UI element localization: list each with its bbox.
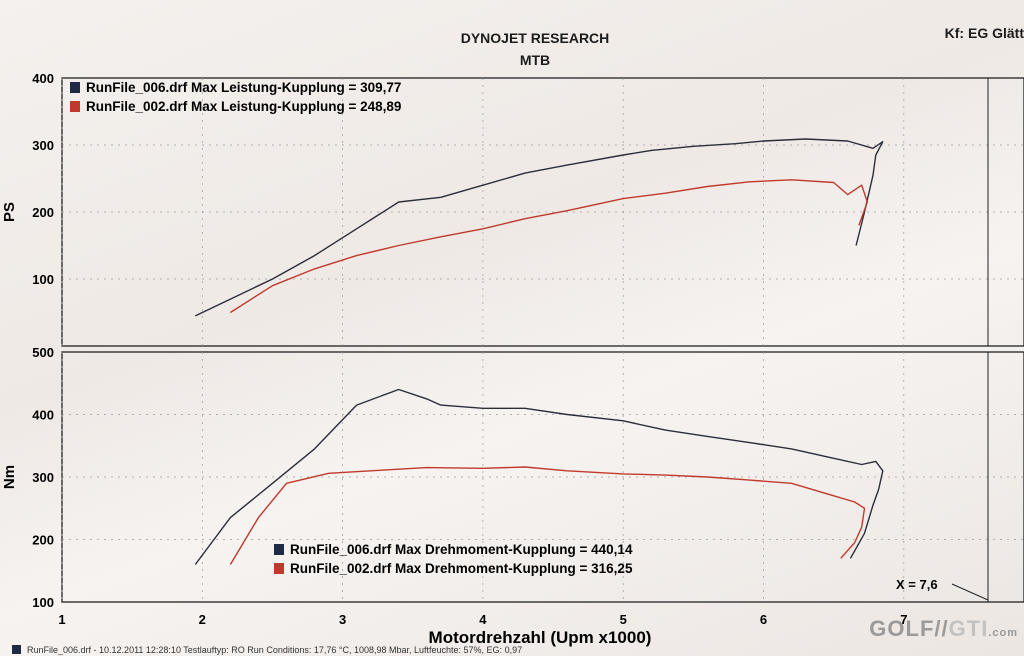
series-line-002 (230, 179, 868, 314)
series-line-002 (229, 466, 866, 565)
x-tick-label: 6 (760, 612, 767, 627)
legend-entry: RunFile_002.drf Max Drehmoment-Kupplung … (290, 561, 633, 576)
watermark-slash: // (934, 616, 949, 641)
y-tick-label: 100 (32, 595, 54, 610)
series-line-006 (194, 138, 884, 317)
legend-swatch (70, 82, 80, 93)
x-tick-label: 5 (620, 612, 627, 627)
legend-swatch (70, 101, 80, 112)
watermark-suffix: .com (988, 627, 1018, 639)
y-axis-label: Nm (1, 465, 18, 489)
series-line-006 (194, 388, 884, 565)
x-axis-label: Motordrehzahl (Upm x1000) (429, 628, 652, 647)
legend-entry: RunFile_002.drf Max Leistung-Kupplung = … (86, 99, 401, 114)
smoothing-info: Kf: EG Glätt (944, 25, 1024, 41)
chart-title: DYNOJET RESEARCH (460, 30, 610, 46)
legend-swatch (274, 544, 284, 555)
y-tick-label: 100 (32, 272, 54, 287)
legend-entry: RunFile_006.drf Max Leistung-Kupplung = … (86, 80, 401, 95)
watermark-logo: GOLF//GTI.com (869, 616, 1018, 642)
y-axis-label: PS (1, 202, 18, 222)
watermark-golf: GOLF (869, 616, 935, 641)
x-tick-label: 2 (199, 612, 206, 627)
plot-frame-1 (61, 77, 1024, 347)
y-tick-label: 300 (32, 470, 54, 485)
x-tick-label: 3 (339, 612, 346, 627)
y-tick-label: 400 (32, 71, 54, 86)
x-tick-label: 1 (58, 612, 65, 627)
chart-subtitle: MTB (519, 52, 551, 68)
y-tick-label: 200 (32, 205, 54, 220)
run-info-footer: RunFile_006.drf - 10.12.2011 12:28:10 Te… (12, 645, 522, 655)
y-tick-label: 300 (32, 138, 54, 153)
legend-swatch-icon (12, 645, 21, 654)
y-tick-label: 500 (32, 345, 54, 360)
watermark-gti: GTI (948, 616, 989, 641)
footer-text: RunFile_006.drf - 10.12.2011 12:28:10 Te… (27, 645, 523, 655)
y-tick-label: 400 (32, 408, 54, 423)
y-tick-label: 200 (32, 533, 54, 548)
cursor-readout: X = 7,6 (896, 577, 938, 592)
legend-entry: RunFile_006.drf Max Drehmoment-Kupplung … (290, 542, 633, 557)
cursor-readout-leader (951, 583, 989, 601)
legend-swatch (274, 563, 284, 574)
x-tick-label: 7 (900, 612, 907, 627)
x-tick-label: 4 (479, 612, 487, 627)
